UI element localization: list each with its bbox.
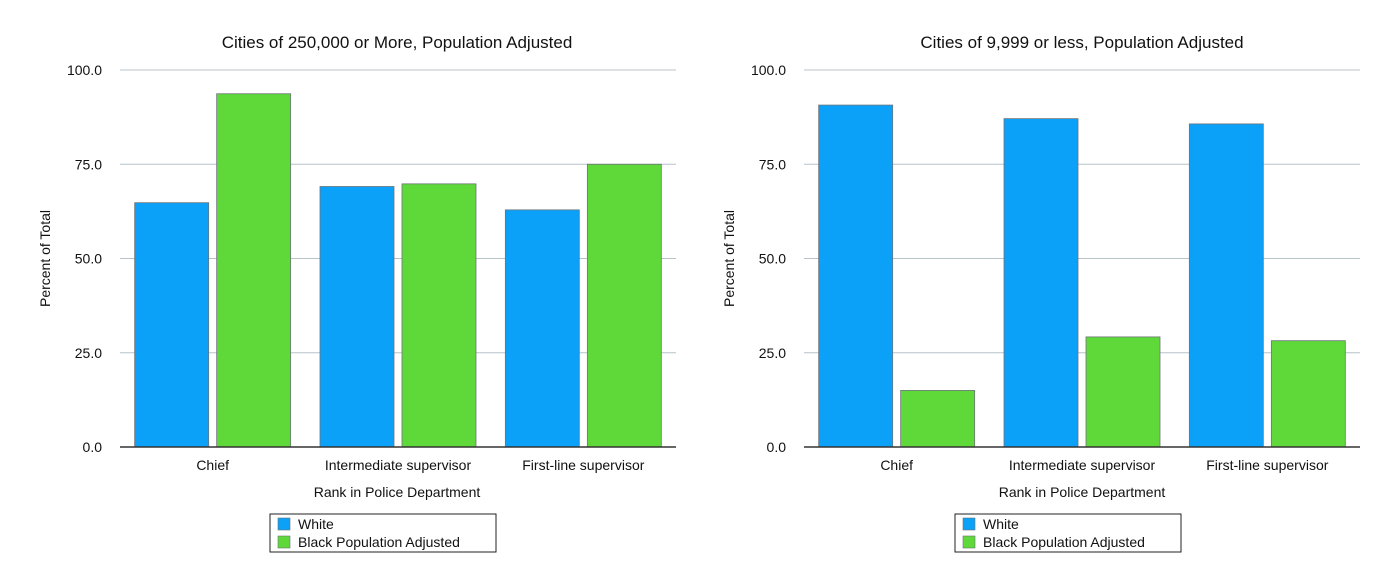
y-tick-label: 50.0 xyxy=(759,251,786,267)
bar-white-first-line-supervisor xyxy=(504,209,580,448)
chart-title: Cities of 250,000 or More, Population Ad… xyxy=(222,33,573,52)
x-axis-label: Rank in Police Department xyxy=(999,484,1166,500)
legend-swatch xyxy=(277,517,291,531)
legend-label: White xyxy=(983,516,1019,532)
y-tick-label: 75.0 xyxy=(75,156,102,172)
bar-white-intermediate-supervisor xyxy=(319,186,395,448)
legend-label: Black Population Adjusted xyxy=(983,534,1145,550)
chart-1: Cities of 250,000 or More, Population Ad… xyxy=(37,33,676,553)
y-axis-label: Percent of Total xyxy=(37,210,53,307)
legend-box xyxy=(269,513,497,553)
x-axis-label: Rank in Police Department xyxy=(314,484,481,500)
bar-black-adjusted-chief xyxy=(900,390,976,448)
chart-2: Cities of 9,999 or less, Population Adju… xyxy=(721,33,1360,553)
y-tick-label: 25.0 xyxy=(75,345,102,361)
y-tick-label: 0.0 xyxy=(83,439,103,455)
x-tick-label: Intermediate supervisor xyxy=(1009,457,1156,473)
y-axis-label: Percent of Total xyxy=(721,210,737,307)
bar-black-adjusted-first-line-supervisor xyxy=(1270,340,1346,448)
bar-white-intermediate-supervisor xyxy=(1003,118,1079,448)
y-tick-label: 50.0 xyxy=(75,251,102,267)
legend-box xyxy=(954,513,1182,553)
bar-white-chief xyxy=(134,202,210,448)
y-tick-label: 25.0 xyxy=(759,345,786,361)
y-tick-label: 75.0 xyxy=(759,156,786,172)
legend-swatch xyxy=(277,535,291,549)
legend-swatch xyxy=(962,517,976,531)
bar-white-first-line-supervisor xyxy=(1188,123,1264,448)
y-tick-label: 100.0 xyxy=(67,62,102,78)
y-tick-label: 100.0 xyxy=(751,62,786,78)
x-tick-label: First-line supervisor xyxy=(1206,457,1328,473)
chart-title: Cities of 9,999 or less, Population Adju… xyxy=(920,33,1243,52)
x-tick-label: First-line supervisor xyxy=(522,457,644,473)
legend-label: Black Population Adjusted xyxy=(298,534,460,550)
legend-label: White xyxy=(298,516,334,532)
bar-black-adjusted-intermediate-supervisor xyxy=(401,183,477,448)
x-tick-label: Intermediate supervisor xyxy=(325,457,472,473)
x-tick-label: Chief xyxy=(196,457,229,473)
bar-black-adjusted-intermediate-supervisor xyxy=(1085,336,1161,448)
bar-white-chief xyxy=(818,104,894,448)
bar-black-adjusted-first-line-supervisor xyxy=(586,163,662,448)
x-tick-label: Chief xyxy=(880,457,913,473)
bar-black-adjusted-chief xyxy=(216,93,292,448)
legend-swatch xyxy=(962,535,976,549)
y-tick-label: 0.0 xyxy=(767,439,787,455)
